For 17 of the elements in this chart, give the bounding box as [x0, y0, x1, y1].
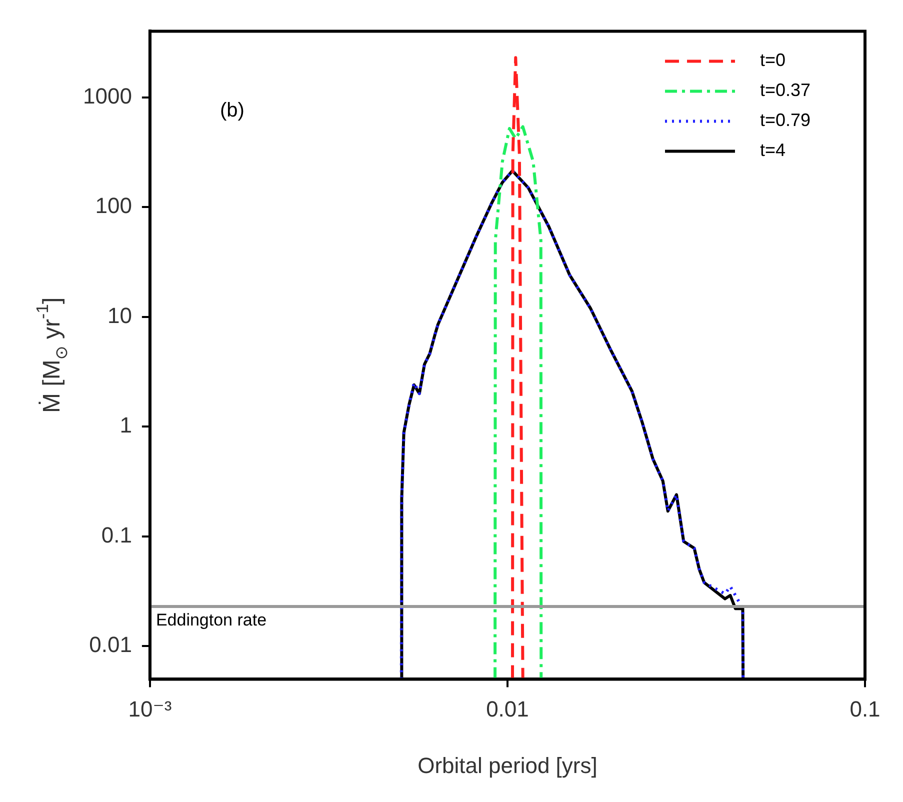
- y-tick-label: 1000: [82, 83, 132, 108]
- legend-label: t=0.37: [760, 80, 811, 100]
- y-axis-title: Ṁ [M⊙ yr-1]: [33, 297, 72, 414]
- x-tick-label: 0.1: [850, 696, 880, 722]
- x-tick-label: 0.01: [486, 696, 529, 722]
- y-tick-label: 1: [120, 412, 132, 438]
- x-tick-label: 10⁻³: [128, 696, 172, 722]
- annotation: (b): [220, 100, 244, 122]
- y-tick-label: 0.01: [89, 632, 132, 658]
- y-tick-label: 10: [107, 302, 132, 328]
- y-tick-label: 0.1: [101, 522, 132, 548]
- ref-line-label: Eddington rate: [156, 610, 267, 630]
- legend-label: t=4: [760, 140, 786, 160]
- legend-label: t=0.79: [760, 110, 811, 130]
- y-tick-label: 100: [95, 193, 132, 218]
- x-axis-title: Orbital period [yrs]: [418, 752, 598, 778]
- legend-label: t=0: [760, 50, 786, 70]
